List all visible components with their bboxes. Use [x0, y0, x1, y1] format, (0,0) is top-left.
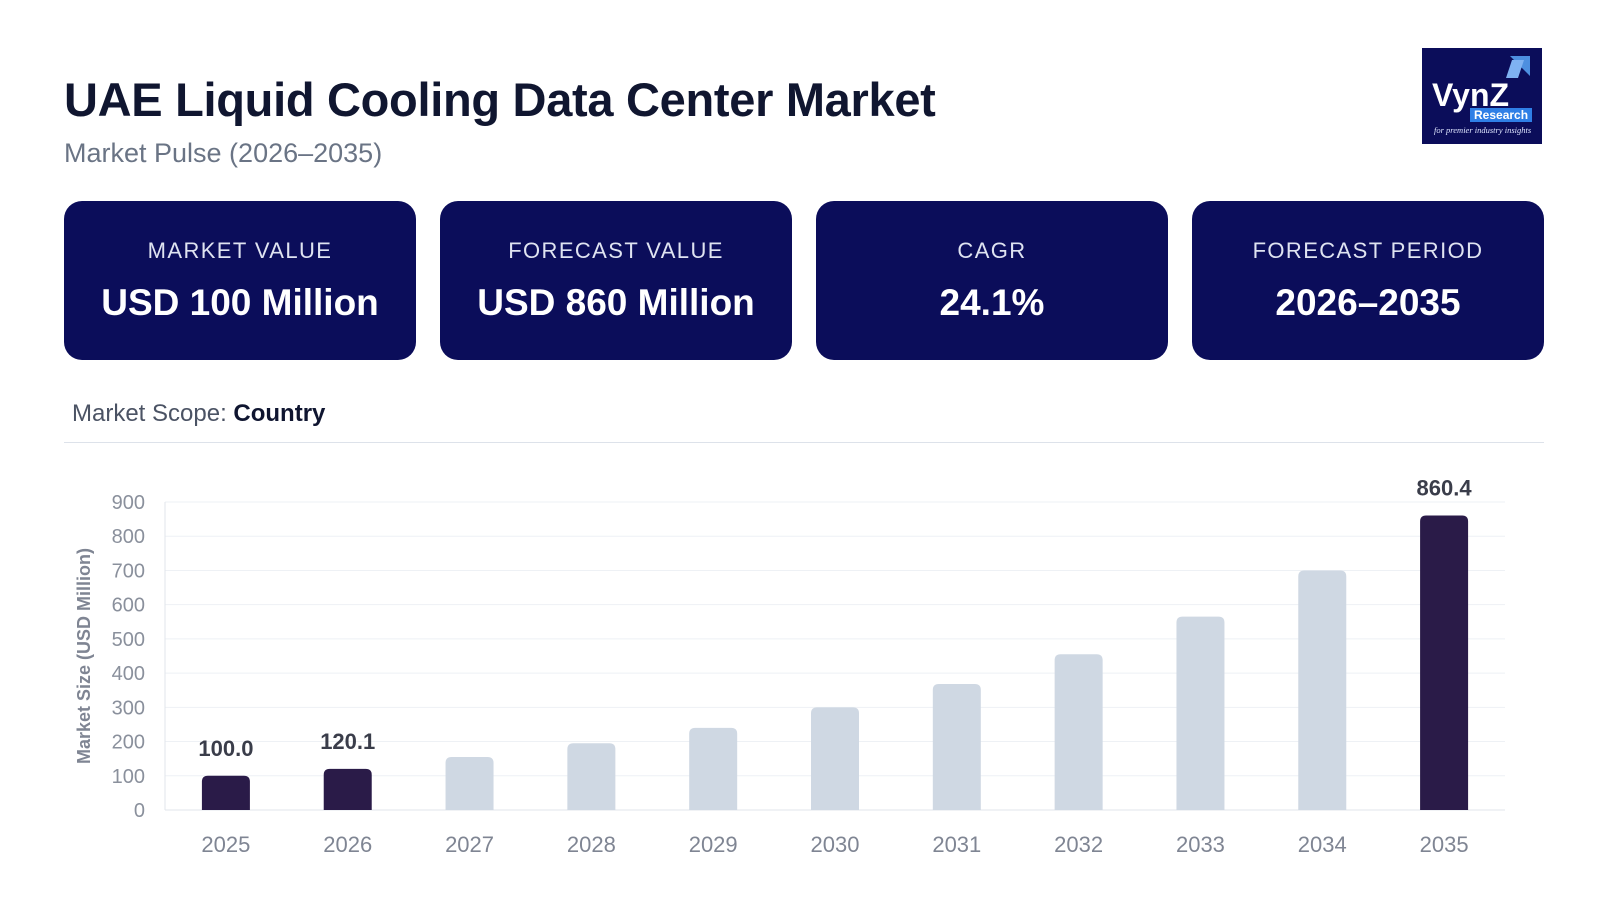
kpi-value: USD 100 Million — [101, 281, 379, 323]
logo-arrow-shade — [1506, 60, 1524, 78]
bar-2033 — [1176, 616, 1225, 810]
x-tick-label: 2027 — [445, 832, 494, 857]
kpi-label: MARKET VALUE — [147, 237, 333, 263]
logo-wordmark: VynZ — [1432, 77, 1509, 113]
y-tick-label: 0 — [134, 800, 145, 822]
y-tick-label: 500 — [112, 629, 145, 651]
market-scope-label: Market Scope: — [72, 400, 234, 427]
kpi-label: FORECAST PERIOD — [1252, 237, 1484, 263]
x-tick-label: 2033 — [1176, 832, 1225, 857]
kpi-cards: MARKET VALUE USD 100 Million FORECAST VA… — [64, 201, 1544, 360]
x-tick-label: 2034 — [1298, 832, 1347, 857]
y-tick-label: 900 — [112, 492, 145, 514]
x-tick-label: 2025 — [201, 832, 250, 857]
data-label-2025: 100.0 — [198, 736, 253, 761]
bar-2032 — [1054, 654, 1103, 810]
page-title: UAE Liquid Cooling Data Center Market — [64, 73, 936, 126]
bar-2029 — [689, 727, 738, 810]
x-tick-label: 2035 — [1420, 832, 1469, 857]
page-subtitle: Market Pulse (2026–2035) — [64, 138, 383, 168]
x-tick-label: 2026 — [323, 832, 372, 857]
x-axis: 2025 2026 2027 2028 2029 2030 2031 2032 2033 2034… — [201, 832, 1468, 857]
logo-tag-bg — [1470, 108, 1532, 122]
market-scope: Market Scope: Country — [72, 400, 325, 428]
y-tick-label: 300 — [112, 697, 145, 719]
kpi-card-forecast-period: FORECAST PERIOD 2026–2035 — [1192, 201, 1544, 360]
bar-2026 — [323, 768, 372, 810]
bar-2030 — [811, 707, 859, 810]
y-tick-label: 200 — [112, 732, 145, 754]
kpi-value: 2026–2035 — [1275, 281, 1461, 323]
bar-2028 — [567, 743, 616, 810]
logo-mark: VynZ Research for premier industry insig… — [1432, 56, 1532, 135]
data-label-2026: 120.1 — [320, 729, 375, 754]
chart-data-labels: 100.0 120.1 860.4 — [198, 476, 1472, 761]
divider — [64, 442, 1544, 443]
x-tick-label: 2032 — [1054, 832, 1103, 857]
y-tick-label: 100 — [112, 766, 145, 788]
bar-2034 — [1298, 570, 1347, 810]
bar-2035 — [1420, 515, 1469, 810]
kpi-card-cagr: CAGR 24.1% — [816, 201, 1168, 360]
y-axis: 0 100 200 300 400 500 600 700 800 900 — [112, 492, 1505, 822]
x-tick-label: 2028 — [567, 832, 616, 857]
kpi-label: CAGR — [957, 237, 1027, 263]
bar-2031 — [932, 684, 981, 810]
bar-2025 — [201, 775, 250, 810]
kpi-card-market-value: MARKET VALUE USD 100 Million — [64, 201, 416, 360]
logo-tag: Research — [1474, 108, 1528, 122]
vynz-research-logo: VynZ Research for premier industry insig… — [1422, 48, 1542, 144]
logo-tagline: for premier industry insights — [1434, 125, 1532, 135]
bar-2027 — [445, 756, 494, 810]
y-tick-label: 800 — [112, 526, 145, 548]
data-label-2035: 860.4 — [1417, 476, 1473, 501]
market-scope-value: Country — [233, 400, 326, 427]
x-tick-label: 2029 — [689, 832, 738, 857]
kpi-card-forecast-value: FORECAST VALUE USD 860 Million — [440, 201, 792, 360]
kpi-value: 24.1% — [939, 281, 1045, 323]
y-tick-label: 700 — [112, 560, 145, 582]
x-tick-label: 2030 — [811, 832, 860, 857]
kpi-label: FORECAST VALUE — [508, 237, 724, 263]
kpi-value: USD 860 Million — [477, 281, 755, 323]
y-tick-label: 400 — [112, 663, 145, 685]
chart-bars — [201, 515, 1469, 810]
y-tick-label: 600 — [112, 595, 145, 617]
bar-chart: 0 100 200 300 400 500 600 700 800 900 100.0 120.1 8… — [74, 476, 1505, 857]
x-tick-label: 2031 — [932, 832, 981, 857]
y-axis-label: Market Size (USD Million) — [74, 548, 94, 764]
